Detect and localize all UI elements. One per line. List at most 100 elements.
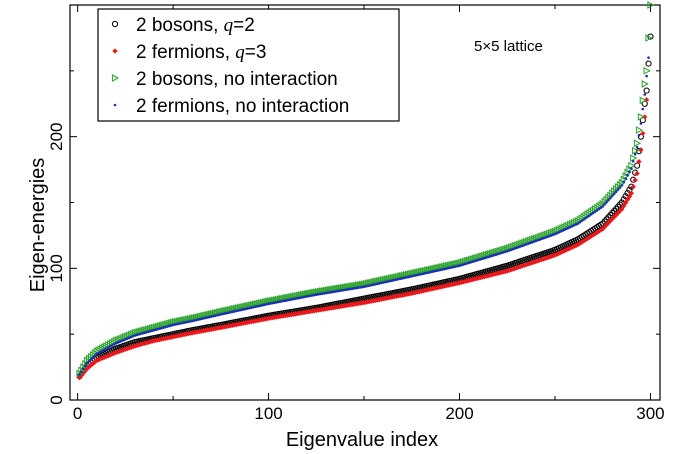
y-tick-label-2: 200 — [47, 122, 66, 150]
series-3-point — [337, 289, 341, 293]
series-3-point — [631, 159, 635, 163]
series-1-point — [619, 206, 625, 212]
series-3-point — [620, 184, 624, 187]
series-1-point — [624, 196, 631, 203]
lattice-annotation: 5×5 lattice — [474, 38, 543, 55]
series-3-point — [332, 290, 335, 294]
legend-entry-0-part-1: q — [224, 15, 234, 36]
series-3-point — [588, 214, 591, 217]
series-3-point — [85, 361, 89, 365]
legend-entry-1-part-0: 2 fermions, — [136, 42, 235, 63]
series-3-point — [103, 348, 106, 352]
series-3-point — [614, 190, 618, 194]
x-tick-label-2: 200 — [445, 404, 473, 423]
y-tick-label-0: 0 — [47, 395, 66, 404]
series-3-point — [607, 198, 610, 202]
series-3-point — [330, 290, 333, 294]
legend-entry-0-part-2: =2 — [233, 15, 255, 36]
series-3-point — [336, 289, 339, 293]
series-3-point — [316, 293, 320, 296]
series-0-point — [643, 87, 650, 94]
series-3-point — [639, 122, 643, 125]
series-3-point — [347, 287, 351, 291]
series-1-point — [628, 190, 634, 196]
series-3-point — [334, 290, 337, 293]
series-3-point — [637, 134, 641, 137]
series-3-point — [605, 200, 608, 204]
series-3-point — [108, 345, 112, 348]
series-3-point — [609, 196, 612, 200]
series-3-point — [582, 218, 585, 221]
series-3-point — [578, 220, 582, 224]
data-marks — [76, 1, 655, 381]
series-3-point — [360, 285, 364, 289]
series-3-point — [618, 186, 622, 189]
series-1-point — [626, 193, 633, 200]
legend-entry-3-part-0: 2 fermions, no interaction — [136, 96, 349, 117]
legend-box — [97, 8, 400, 122]
series-1-point — [632, 177, 638, 183]
series-0-point — [645, 60, 652, 67]
series-3-point — [343, 288, 347, 292]
series-3-point — [110, 344, 114, 347]
series-3-point — [635, 145, 639, 149]
series-3-point — [622, 180, 626, 184]
series-3-point — [326, 291, 330, 295]
series-3-point — [91, 356, 95, 359]
series-3-point — [328, 291, 331, 294]
series-3-point — [357, 286, 360, 290]
series-3-point — [95, 352, 99, 356]
y-axis-label: Eigen-energies — [27, 158, 49, 293]
legend: 2 bosons, q=22 fermions, q=32 bosons, no… — [97, 8, 400, 122]
series-1-point — [630, 184, 636, 190]
series-3-point — [647, 56, 650, 59]
series-1 — [76, 97, 650, 381]
series-1-point — [623, 200, 629, 206]
series-1-point — [634, 170, 640, 177]
series-3-point — [106, 346, 110, 349]
series-3-point — [339, 289, 343, 292]
series-2-point — [635, 126, 644, 134]
x-tick-label-3: 300 — [636, 404, 664, 423]
series-3-point — [601, 205, 605, 208]
series-3-point — [595, 209, 599, 212]
series-2-point — [643, 66, 651, 75]
series-3-point — [628, 170, 631, 173]
series-3-point — [318, 292, 322, 296]
legend-marker-1 — [112, 48, 118, 54]
series-3-point — [616, 188, 620, 191]
legend-entry-1: 2 fermions, q=3 — [136, 42, 266, 63]
series-3-point — [584, 217, 587, 220]
series-3-point — [624, 177, 627, 180]
series-2-point — [641, 80, 649, 88]
series-1-point — [644, 97, 650, 103]
series-2-point — [637, 113, 645, 121]
x-tick-label-1: 100 — [254, 404, 282, 423]
series-3-point — [580, 219, 584, 223]
series-3-point — [610, 194, 614, 198]
series-1-point — [640, 130, 646, 136]
series-1-point — [638, 147, 644, 153]
series-3-point — [641, 107, 645, 111]
series-3-point — [603, 203, 606, 206]
series-3-point — [630, 166, 633, 170]
series-2-point — [645, 34, 653, 42]
tick-labels: 0 100 200 300 0 100 200 — [47, 122, 665, 423]
series-2-point — [632, 146, 640, 155]
legend-marker-0 — [111, 20, 119, 28]
series-3-point — [89, 358, 93, 361]
legend-entry-1-part-1: q — [235, 42, 245, 63]
series-3-point — [101, 349, 104, 353]
legend-marker-3 — [113, 103, 117, 107]
series-0-point — [647, 33, 654, 40]
series-3-point — [322, 292, 326, 295]
series-3-point — [355, 286, 358, 290]
series-3-point — [576, 222, 580, 225]
series-3-point — [351, 287, 354, 290]
series-3-point — [83, 364, 87, 368]
y-tick-label-1: 100 — [47, 254, 66, 282]
series-2-point — [630, 154, 638, 163]
legend-entry-1-part-2: =3 — [245, 42, 267, 63]
series-3-point — [586, 215, 589, 219]
series-3-point — [320, 292, 324, 296]
